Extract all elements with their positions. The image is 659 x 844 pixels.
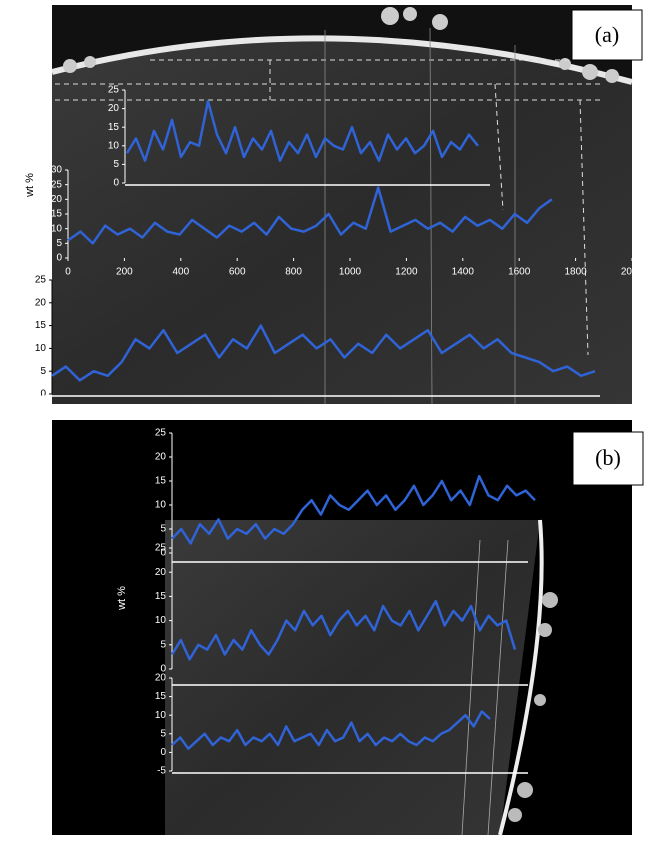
x-tick-label: 1000 [339, 267, 362, 278]
y-tick-label: 25 [155, 428, 167, 439]
x-tick-label: 1800 [564, 267, 587, 278]
x-tick-label: 400 [172, 267, 189, 278]
y-tick-label: 25 [155, 543, 167, 554]
y-tick-label: 5 [160, 524, 166, 535]
line-trace [67, 186, 553, 245]
y-tick-label: 25 [108, 85, 120, 96]
y-tick-label: 5 [160, 728, 166, 739]
x-tick-label: 1400 [452, 267, 475, 278]
y-tick-label: 5 [56, 238, 62, 249]
line-trace [171, 710, 491, 750]
y-tick-label: 10 [51, 223, 63, 234]
y-tick-label: 0 [113, 178, 119, 189]
panel-label: (a) [595, 22, 619, 47]
y-tick-label: 15 [155, 691, 167, 702]
y-tick-label: 15 [108, 122, 120, 133]
line-trace [125, 99, 479, 162]
y-tick-label: 10 [155, 710, 167, 721]
y-tick-label: 30 [51, 165, 63, 176]
line-trace [170, 599, 517, 661]
y-tick-label: 20 [155, 673, 167, 684]
y-tick-label: 0 [40, 389, 46, 400]
y-tick-label: 15 [155, 476, 167, 487]
y-tick-label: 25 [51, 179, 63, 190]
y-axis-label: wt % [116, 586, 128, 611]
x-tick-label: 2000 [621, 267, 644, 278]
x-tick-label: 0 [65, 267, 71, 278]
y-tick-label: 5 [160, 639, 166, 650]
y-tick-label: 0 [160, 548, 166, 559]
y-tick-label: 25 [35, 275, 47, 286]
y-tick-label: 20 [51, 194, 63, 205]
y-tick-label: 10 [155, 615, 167, 626]
panel-b-image [52, 420, 632, 836]
y-axis-label: wt % [24, 173, 36, 198]
x-tick-label: 1600 [508, 267, 531, 278]
panel-label: (b) [595, 445, 621, 470]
y-tick-label: 20 [35, 297, 47, 308]
y-tick-label: 10 [155, 500, 167, 511]
y-tick-label: 0 [56, 253, 62, 264]
x-tick-label: 800 [285, 267, 302, 278]
y-tick-label: 20 [108, 103, 120, 114]
x-tick-label: 600 [229, 267, 246, 278]
y-tick-label: 10 [108, 140, 120, 151]
y-tick-label: 5 [113, 159, 119, 170]
y-tick-label: 5 [40, 366, 46, 377]
x-tick-label: 200 [116, 267, 133, 278]
line-trace [171, 474, 536, 545]
line-trace [51, 324, 596, 382]
y-tick-label: 20 [155, 567, 167, 578]
y-tick-label: -5 [157, 766, 166, 777]
y-tick-label: 0 [160, 747, 166, 758]
y-tick-label: 10 [35, 343, 47, 354]
y-tick-label: 20 [155, 452, 167, 463]
panel-label-box [571, 9, 643, 61]
x-tick-label: 1200 [395, 267, 418, 278]
y-tick-label: 15 [51, 209, 63, 220]
y-tick-label: 15 [35, 320, 47, 331]
y-tick-label: 0 [160, 664, 166, 675]
y-tick-label: 15 [155, 591, 167, 602]
panel-label-box [572, 431, 644, 486]
